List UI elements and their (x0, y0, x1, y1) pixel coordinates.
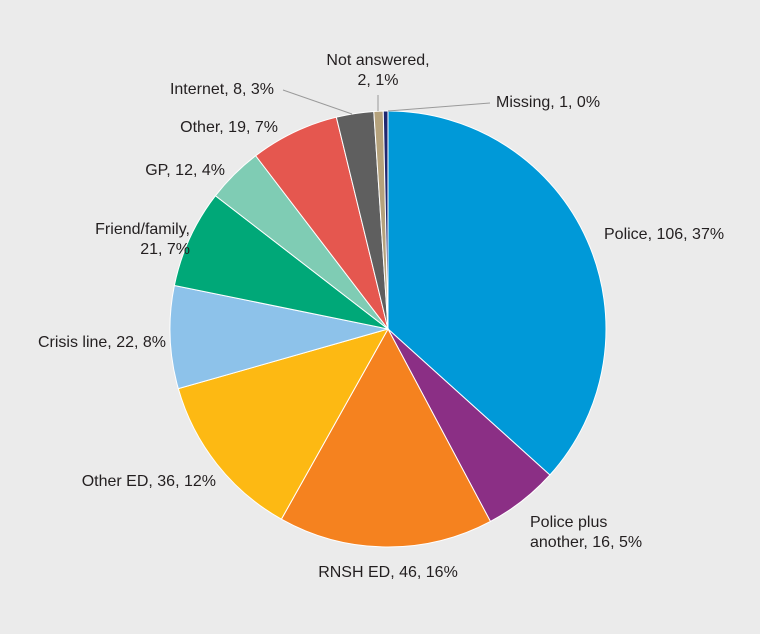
pie-slice-rnsh-ed (280, 327, 492, 548)
leader-line-missing (387, 102, 491, 112)
slice-label-friend-family: Friend/family, 21, 7% (95, 221, 190, 258)
pie-slice-police (387, 110, 607, 476)
pie-slice-missing (382, 110, 389, 330)
slice-label-other-ed: Other ED, 36, 12% (82, 473, 216, 490)
pie-labels: Police, 106, 37% Police plus another, 16, … (38, 52, 724, 581)
slice-label-not-answered: Not answered, 2, 1% (326, 52, 429, 89)
slice-label-rnsh-ed: RNSH ED, 46, 16% (318, 564, 458, 581)
leader-line-internet (282, 89, 353, 115)
slice-label-internet: Internet, 8, 3% (170, 81, 274, 98)
pie-slices (169, 110, 607, 548)
pie-slice-other-ed (177, 328, 390, 520)
pie-slice-crisis-line (169, 284, 389, 390)
slice-label-gp: GP, 12, 4% (145, 162, 225, 179)
slice-label-police: Police, 106, 37% (604, 226, 724, 243)
slice-label-crisis-line: Crisis line, 22, 8% (38, 334, 166, 351)
pie-slice-friend-family (173, 195, 389, 330)
slice-label-missing: Missing, 1, 0% (496, 94, 600, 111)
slice-label-other: Other, 19, 7% (180, 119, 278, 136)
slice-label-police-plus-another: Police plus another, 16, 5% (530, 514, 642, 551)
